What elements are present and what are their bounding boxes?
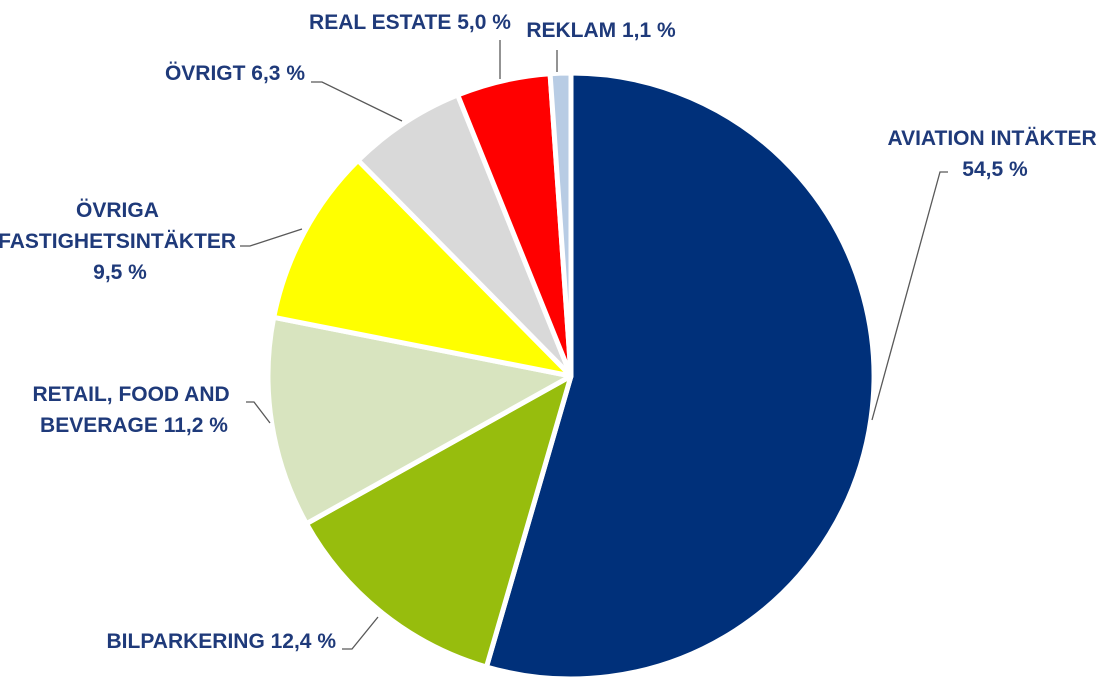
leader-lines bbox=[240, 40, 948, 650]
slice-label-retail-line-1: RETAIL, FOOD AND bbox=[33, 383, 230, 406]
pie-slices bbox=[265, 70, 877, 682]
slice-label-ovriga-fastighet-line-2: FASTIGHETSINTÄKTER bbox=[0, 230, 236, 253]
pie-slice-reklam bbox=[547, 70, 574, 379]
slice-label-ovrigt-line-1: ÖVRIGT 6,3 % bbox=[165, 62, 305, 85]
slice-label-reklam: REKLAM 1,1 % bbox=[526, 19, 676, 42]
slice-label-aviation: AVIATION INTÄKTER 54,5 % bbox=[887, 127, 1102, 181]
pie-slice-aviation bbox=[483, 70, 877, 682]
slice-label-bilparkering-line-1: BILPARKERING 12,4 % bbox=[107, 630, 337, 653]
pie-slice-ovriga-fastighet bbox=[271, 157, 574, 379]
slice-label-real-estate-line-1: REAL ESTATE 5,0 % bbox=[309, 11, 511, 34]
slice-label-aviation-line-1: AVIATION INTÄKTER bbox=[887, 127, 1096, 150]
slice-label-aviation-line-2: 54,5 % bbox=[962, 158, 1028, 181]
leader-line-ovrigt bbox=[311, 81, 403, 122]
leader-line-aviation bbox=[871, 171, 948, 421]
slice-label-ovrigt: ÖVRIGT 6,3 % bbox=[165, 62, 305, 85]
slice-label-bilparkering: BILPARKERING 12,4 % bbox=[107, 630, 337, 653]
slice-label-ovriga-fastighet-line-1: ÖVRIGA bbox=[76, 199, 159, 222]
slice-label-reklam-line-1: REKLAM 1,1 % bbox=[526, 19, 676, 42]
slice-label-ovriga-fastighet: ÖVRIGA FASTIGHETSINTÄKTER 9,5 % bbox=[0, 199, 242, 284]
slice-label-retail: RETAIL, FOOD AND BEVERAGE 11,2 % bbox=[33, 383, 236, 437]
slice-label-ovriga-fastighet-line-3: 9,5 % bbox=[93, 261, 147, 284]
leader-line-ovriga-fastighet bbox=[240, 228, 303, 247]
pie-slice-bilparkering bbox=[303, 373, 574, 670]
slice-labels: AVIATION INTÄKTER 54,5 % BILPARKERING 12… bbox=[0, 11, 1102, 653]
pie-slice-retail bbox=[265, 314, 574, 527]
slice-label-retail-line-2: BEVERAGE 11,2 % bbox=[40, 414, 228, 437]
slice-label-real-estate: REAL ESTATE 5,0 % bbox=[309, 11, 511, 34]
leader-line-bilparkering bbox=[342, 616, 379, 650]
leader-line-retail bbox=[246, 401, 271, 424]
